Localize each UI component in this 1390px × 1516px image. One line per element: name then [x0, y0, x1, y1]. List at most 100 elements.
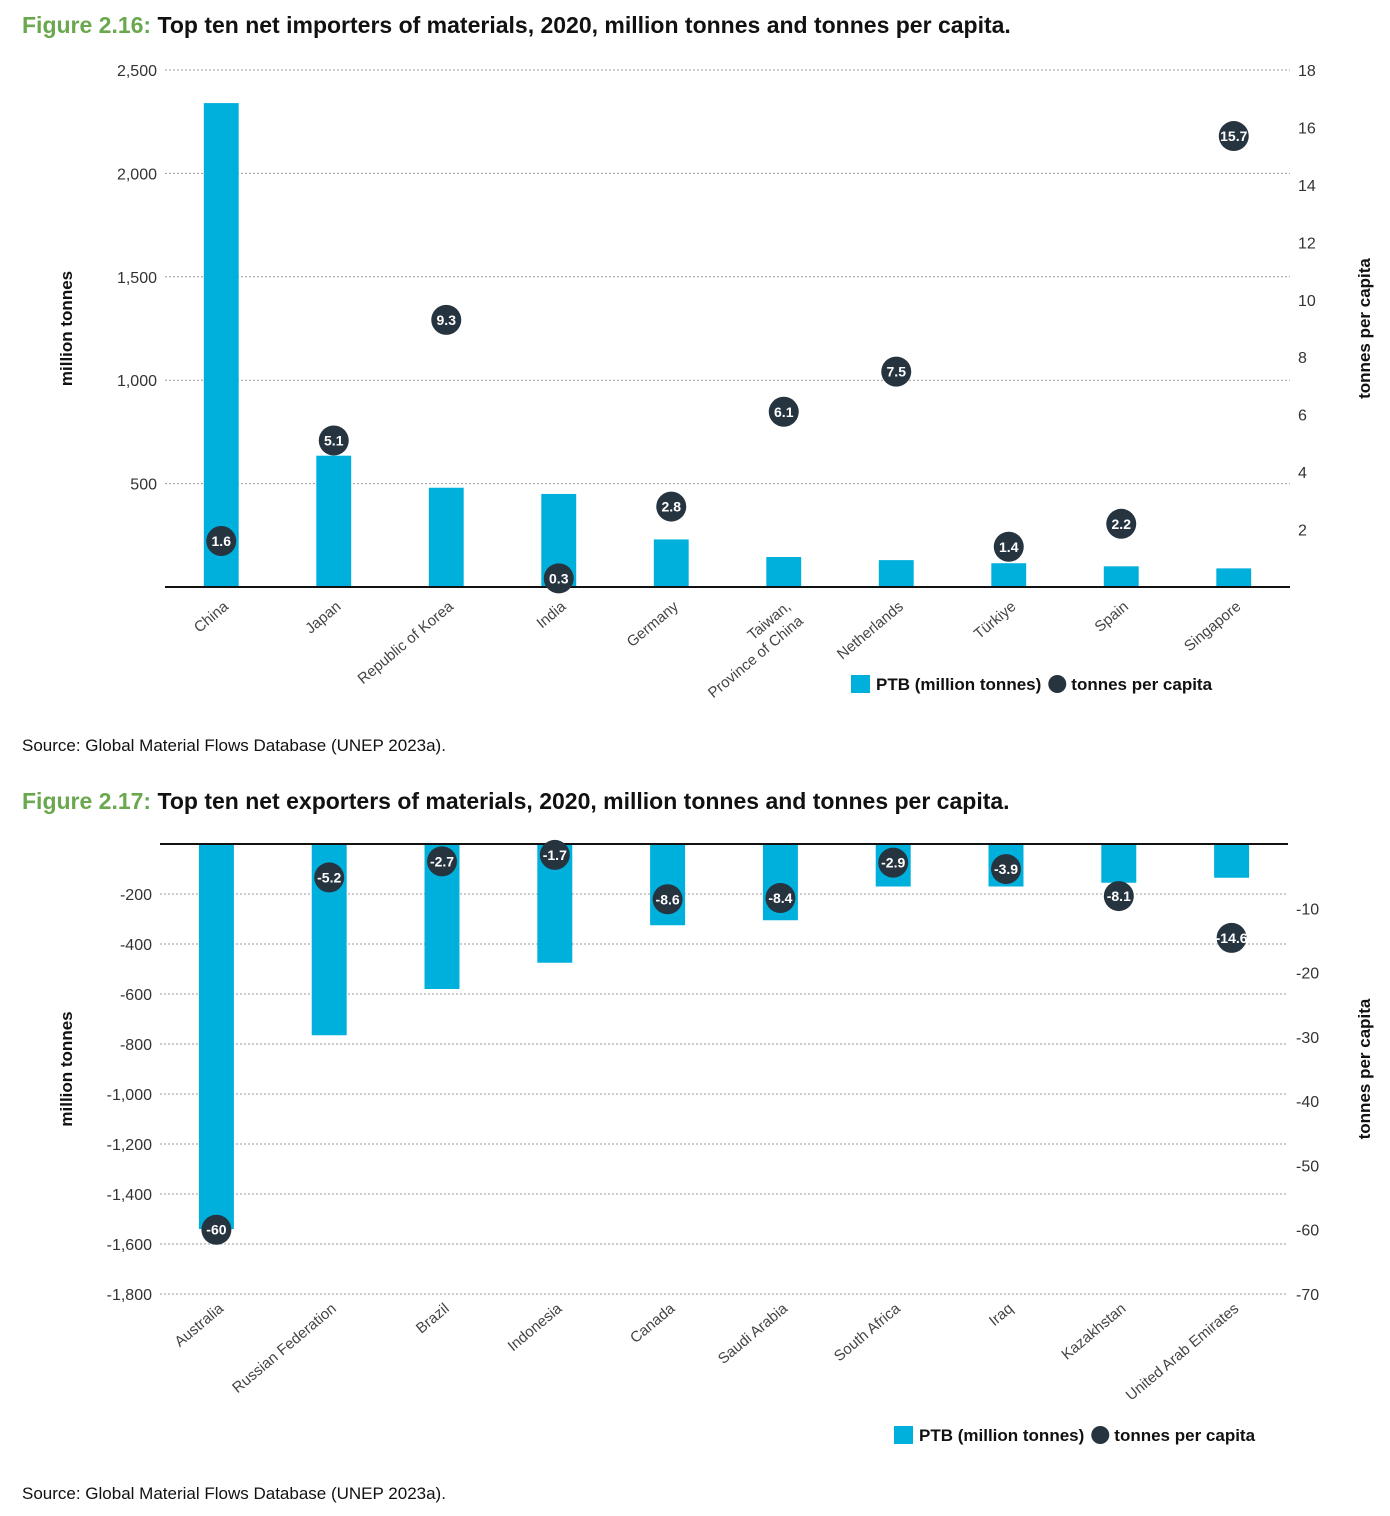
- category-label-brazil: Brazil: [413, 1300, 453, 1337]
- figure-source: Source: Global Material Flows Database (…: [22, 1484, 446, 1503]
- category-label-netherlands: Netherlands: [834, 598, 907, 663]
- y2-tick-label: 8: [1298, 350, 1307, 367]
- y-tick-label: -1,000: [107, 1087, 152, 1104]
- y2-tick-label: 12: [1298, 235, 1316, 252]
- category-label-saudi-arabia: Saudi Arabia: [715, 1300, 792, 1368]
- category-label-japan: Japan: [302, 598, 344, 637]
- dot-label: -2.7: [430, 853, 454, 869]
- figure-title-text: Top ten net exporters of materials, 2020…: [157, 788, 1010, 814]
- y2-tick-label: 2: [1298, 523, 1307, 540]
- y-tick-label: -1,400: [107, 1187, 152, 1204]
- y-tick-label: 2,500: [117, 63, 157, 80]
- dot-label: -3.9: [994, 861, 1018, 877]
- legend-bar-label: PTB (million tonnes): [876, 675, 1041, 694]
- category-label-t-rkiye: Türkiye: [971, 598, 1020, 643]
- y2-tick-label: 6: [1298, 408, 1307, 425]
- legend-dot-label: tonnes per capita: [1114, 1426, 1255, 1445]
- y-tick-label: 500: [130, 477, 157, 494]
- y-tick-label: -800: [120, 1037, 152, 1054]
- figure-title-exporters: Figure 2.17: Top ten net exporters of ma…: [22, 788, 1010, 815]
- category-label-line: Germany: [624, 598, 683, 651]
- category-label-kazakhstan: Kazakhstan: [1058, 1300, 1129, 1363]
- legend-bar-swatch: [851, 675, 870, 693]
- y2-tick-label: 4: [1298, 465, 1307, 482]
- dot-label: -8.1: [1107, 888, 1131, 904]
- y2-tick-label: 18: [1298, 63, 1316, 80]
- category-label-line: United Arab Emirates: [1123, 1300, 1243, 1404]
- bar-spain: [1103, 566, 1139, 587]
- dot-label: 1.6: [212, 533, 232, 549]
- category-label-line: Russian Federation: [229, 1300, 340, 1397]
- dot-united-arab-emirates: [1216, 922, 1247, 953]
- dot-russian-federation: [314, 862, 345, 893]
- dot-label: 15.7: [1220, 128, 1247, 144]
- category-label-united-arab-emirates: United Arab Emirates: [1123, 1300, 1243, 1404]
- category-label-line: Kazakhstan: [1058, 1300, 1129, 1363]
- bar-japan: [316, 455, 352, 587]
- category-label-australia: Australia: [171, 1300, 227, 1351]
- figure-number: Figure 2.17:: [22, 788, 152, 814]
- y-tick-label: -400: [120, 937, 152, 954]
- dot-label: -8.4: [768, 890, 792, 906]
- figure-number: Figure 2.16:: [22, 12, 152, 38]
- bar-republic-of-korea: [428, 487, 464, 587]
- dot-netherlands: [881, 356, 912, 387]
- dot-label: 5.1: [324, 433, 344, 449]
- bar-kazakhstan: [1101, 844, 1137, 883]
- category-label-line: Indonesia: [505, 1300, 566, 1355]
- category-label-line: Brazil: [413, 1300, 453, 1337]
- category-label-line: South Africa: [831, 1300, 904, 1365]
- figure-title-text: Top ten net importers of materials, 2020…: [157, 12, 1011, 38]
- dot-label: 1.4: [999, 539, 1019, 555]
- y2-tick-label: -20: [1296, 966, 1319, 983]
- category-label-line: India: [533, 598, 569, 632]
- y-tick-label: -200: [120, 887, 152, 904]
- category-label-iraq: Iraq: [986, 1300, 1017, 1330]
- y2-tick-label: -30: [1296, 1030, 1319, 1047]
- category-label-india: India: [533, 598, 569, 632]
- y2-tick-label: -50: [1296, 1158, 1319, 1175]
- dot-canada: [652, 884, 683, 915]
- y2-tick-label: 10: [1298, 293, 1316, 310]
- category-label-line: Netherlands: [834, 598, 907, 663]
- category-label-line: Canada: [627, 1300, 679, 1347]
- category-label-line: Spain: [1091, 598, 1131, 636]
- category-label-line: Australia: [171, 1300, 227, 1351]
- dot-kazakhstan: [1103, 881, 1134, 912]
- legend-bar-label: PTB (million tonnes): [919, 1426, 1084, 1445]
- dot-brazil: [427, 846, 457, 877]
- y2-tick-label: -10: [1296, 901, 1319, 918]
- dot-germany: [656, 491, 687, 522]
- dot-spain: [1106, 508, 1137, 539]
- y2-tick-label: -70: [1296, 1287, 1319, 1304]
- dot-australia: [201, 1214, 232, 1245]
- dot-label: 2.2: [1112, 516, 1132, 532]
- dot-saudi-arabia: [765, 883, 796, 913]
- bar-germany: [653, 539, 689, 587]
- legend-dot-swatch: [1048, 675, 1067, 693]
- dot-label: 0.3: [549, 570, 569, 586]
- category-label-republic-of-korea: Republic of Korea: [355, 598, 458, 688]
- category-label-china: China: [191, 598, 232, 637]
- category-label-line: Singapore: [1181, 598, 1244, 655]
- category-label-line: China: [191, 598, 232, 637]
- dot-label: -14.6: [1216, 930, 1248, 946]
- dot-label: -2.9: [881, 855, 905, 871]
- category-label-line: Japan: [302, 598, 344, 637]
- y-tick-label: -1,800: [107, 1287, 152, 1304]
- dot-indonesia: [539, 839, 570, 870]
- bar-singapore: [1216, 568, 1252, 587]
- dot-south-africa: [878, 847, 909, 878]
- category-label-line: Türkiye: [971, 598, 1020, 643]
- y2-tick-label: -40: [1296, 1094, 1319, 1111]
- bar-united-arab-emirates: [1214, 844, 1250, 878]
- dot-taiwan-province-of-china: [768, 396, 799, 427]
- legend: PTB (million tonnes) tonnes per capita: [851, 675, 1213, 694]
- category-label-line: Republic of Korea: [355, 598, 458, 688]
- bar-taiwan-province-of-china: [766, 557, 802, 587]
- category-label-singapore: Singapore: [1181, 598, 1244, 655]
- category-label-germany: Germany: [624, 598, 683, 651]
- dot-india: [543, 563, 574, 594]
- legend-bar-swatch: [894, 1426, 913, 1444]
- dot-label: -1.7: [543, 847, 567, 863]
